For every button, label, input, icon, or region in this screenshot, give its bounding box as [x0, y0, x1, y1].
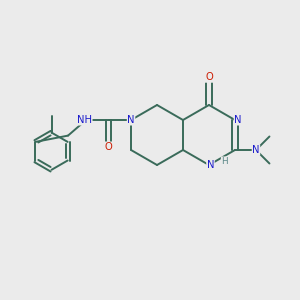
Text: N: N	[252, 145, 260, 155]
Text: N: N	[127, 115, 135, 125]
Text: N: N	[234, 115, 242, 125]
Text: H: H	[221, 157, 228, 166]
Text: N: N	[207, 160, 214, 170]
Text: NH: NH	[77, 115, 92, 125]
Text: O: O	[105, 142, 112, 152]
Text: O: O	[205, 72, 213, 82]
